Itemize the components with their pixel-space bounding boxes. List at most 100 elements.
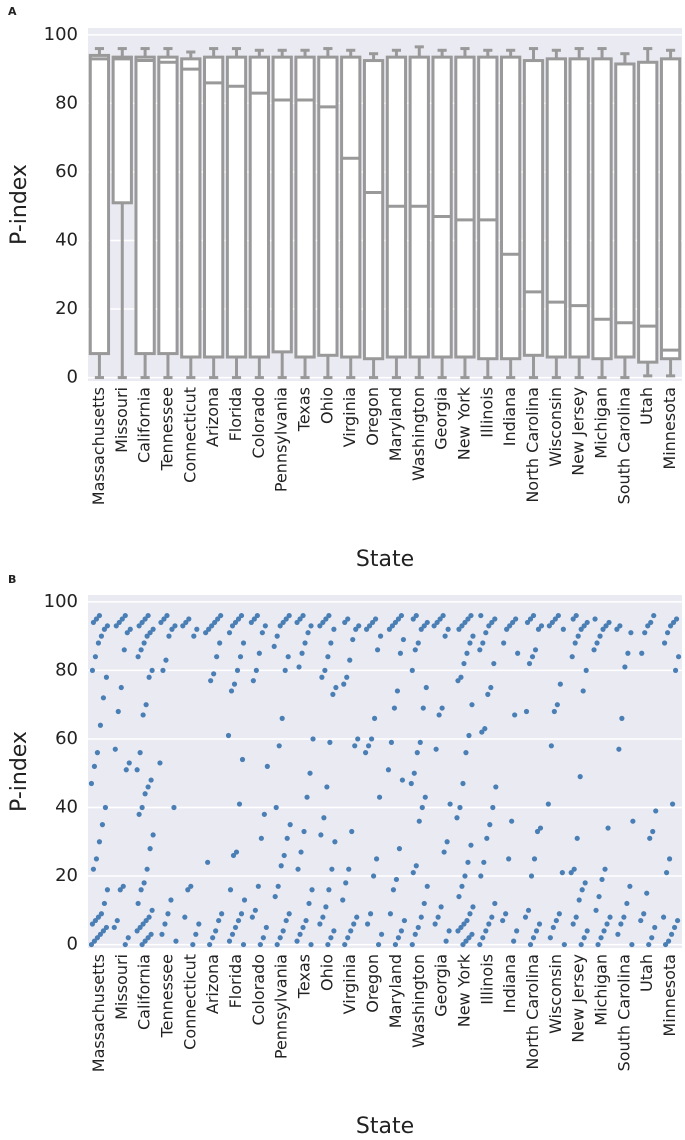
point [507, 623, 513, 629]
point [392, 619, 399, 626]
point [534, 828, 541, 835]
point [599, 876, 605, 883]
point [395, 616, 402, 622]
x-tick-label: North Carolina [523, 954, 542, 1070]
point [462, 873, 468, 879]
point [418, 626, 424, 632]
point [439, 705, 445, 711]
point [97, 722, 104, 728]
point [355, 736, 361, 742]
y-axis-label: P-index [7, 164, 32, 245]
point [483, 928, 489, 934]
x-tick-label: Arizona [203, 387, 222, 447]
x-axis-label: State [356, 1114, 414, 1139]
point [664, 630, 671, 636]
point [248, 619, 254, 626]
point [362, 750, 369, 756]
point [135, 654, 141, 660]
point [408, 780, 414, 787]
point [277, 935, 283, 941]
point [388, 739, 395, 745]
point [264, 763, 270, 769]
point [464, 917, 470, 924]
point [437, 616, 443, 622]
point [536, 921, 543, 927]
point [330, 691, 336, 697]
point [363, 626, 370, 632]
point [280, 928, 286, 934]
point [573, 914, 579, 920]
x-tick-label: Utah [637, 954, 656, 992]
point [464, 650, 470, 656]
point [280, 619, 286, 626]
point [136, 811, 142, 817]
point [327, 739, 333, 745]
point [416, 818, 422, 824]
point [503, 911, 509, 917]
point [602, 866, 608, 872]
point [171, 804, 177, 811]
y-tick-label: 60 [55, 161, 78, 182]
point [240, 941, 247, 948]
point [142, 938, 148, 944]
point [584, 928, 590, 934]
x-tick-label: Texas [295, 387, 314, 432]
point [341, 681, 347, 687]
point [671, 924, 678, 931]
point [373, 856, 380, 862]
point [90, 619, 97, 626]
point [159, 931, 165, 937]
point [146, 914, 152, 920]
point [372, 616, 379, 622]
point [191, 633, 197, 639]
x-tick-label: Oregon [363, 954, 382, 1013]
point [101, 900, 108, 907]
point [491, 660, 497, 667]
box [88, 53, 111, 356]
point [126, 760, 132, 766]
point [342, 941, 348, 948]
point [515, 650, 521, 656]
point [480, 935, 486, 941]
y-tick-label: 80 [55, 659, 78, 680]
point [303, 917, 309, 924]
point [140, 921, 146, 927]
x-tick-label: North Carolina [523, 387, 542, 503]
point [577, 774, 583, 780]
point [89, 921, 96, 927]
x-tick-label: Oregon [363, 387, 382, 446]
point [182, 914, 188, 920]
point [401, 917, 408, 924]
point [526, 660, 533, 667]
point [571, 866, 577, 872]
x-tick-label: New Jersey [569, 387, 588, 476]
point [350, 636, 356, 643]
point [172, 623, 178, 629]
x-tick-label: California [135, 954, 154, 1030]
point [568, 870, 574, 876]
point [88, 780, 95, 787]
point [254, 612, 260, 619]
point [136, 623, 142, 629]
point [459, 623, 465, 629]
point [118, 684, 124, 691]
point [235, 917, 242, 924]
point [663, 870, 670, 876]
point [665, 938, 672, 944]
point [114, 917, 120, 924]
point [297, 616, 303, 622]
x-tick-label: Michigan [592, 954, 611, 1026]
point [501, 640, 507, 646]
point [481, 859, 487, 865]
point [138, 647, 144, 653]
point [642, 630, 648, 636]
point [210, 935, 216, 941]
point [91, 938, 98, 944]
point [666, 856, 673, 862]
box [591, 57, 613, 361]
point [144, 866, 150, 872]
point [364, 921, 371, 927]
point [203, 630, 209, 636]
point [227, 887, 234, 893]
